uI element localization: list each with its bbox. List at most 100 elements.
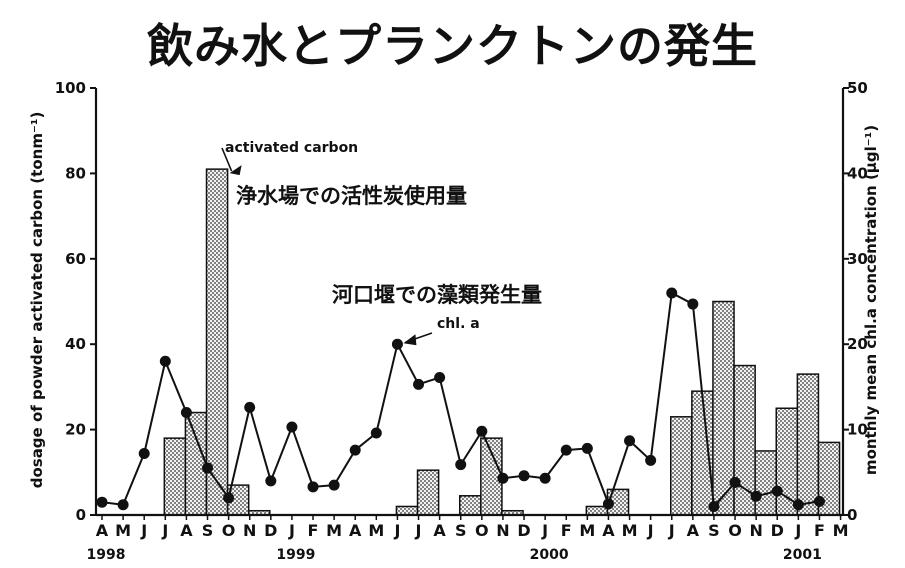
month-label: J [541,521,548,540]
month-label: J [393,521,400,540]
month-label: A [349,521,362,540]
month-label: S [455,521,467,540]
chl-point [244,401,256,413]
left-tick-label: 0 [76,506,86,524]
chl-annotation: chl. a [437,316,480,332]
chl-point [602,498,614,510]
carbon-bar [775,407,799,516]
month-label: J [647,521,654,540]
month-label: F [308,521,319,540]
carbon-annotation-arrowhead [229,165,242,176]
carbon-bar [458,495,482,516]
carbon-annotation: activated carbon [225,140,358,156]
year-label: 2001 [783,547,822,563]
chl-point [813,495,825,507]
month-label: M [833,521,849,540]
chl-point [455,459,467,471]
month-label: D [517,521,530,540]
chl-point [771,485,783,497]
month-label: O [222,521,236,540]
carbon-japanese-label: 浄水場での活性炭使用量 [236,184,467,208]
carbon-bar [691,390,714,516]
chl-point [750,490,762,502]
left-tick-label: 100 [55,79,86,97]
month-label: S [202,521,214,540]
chart-title: 飲み水とプランクトンの発生 [147,19,758,73]
carbon-bar [669,416,693,516]
month-label: A [96,521,109,540]
chl-point [645,454,657,466]
chl-point [328,479,340,491]
month-label: A [180,521,193,540]
left-tick-label: 40 [65,335,86,353]
carbon-bar [395,505,419,516]
left-tick-label: 80 [65,164,86,182]
month-label: J [415,521,422,540]
chl-point [159,355,171,367]
right-tick-label: 10 [847,421,868,439]
chl-point [666,287,678,299]
left-tick-label: 20 [65,421,86,439]
month-label: A [433,521,446,540]
chl-point [180,407,192,419]
right-tick-label: 30 [847,250,868,268]
chl-point [286,421,298,433]
chl-point [370,427,382,439]
chl-point [539,472,551,484]
month-label: F [814,521,825,540]
month-label: M [326,521,342,540]
chl-point [307,481,319,493]
carbon-bar [416,469,440,516]
month-label: J [161,521,168,540]
month-label: N [243,521,256,540]
chl-point [560,444,572,456]
month-label: A [687,521,700,540]
left-axis-title: dosage of powder activated carbon (tonm⁻… [28,112,46,489]
month-label: M [115,521,131,540]
carbon-bar [163,437,187,516]
month-label: M [368,521,384,540]
month-label: F [561,521,572,540]
chl-point [476,425,488,437]
year-label: 1998 [87,547,126,563]
chl-point [349,444,361,456]
left-tick-label: 60 [65,250,86,268]
chl-point [265,475,277,487]
month-label: S [708,521,720,540]
chl-point [138,448,150,460]
carbon-bar [754,450,778,516]
chl-point [223,492,235,504]
carbon-bar [184,411,208,516]
chl-point [729,477,741,489]
month-label: J [140,521,147,540]
month-label: D [264,521,277,540]
carbon-bar [796,373,820,516]
month-label: N [749,521,762,540]
right-tick-label: 20 [847,335,868,353]
chl-point [581,442,593,454]
chl-line [96,287,825,512]
chl-point [624,435,636,447]
chl-japanese-label: 河口堰での藻類発生量 [332,283,542,307]
month-label: N [496,521,509,540]
chl-point [413,378,425,390]
carbon-bar [585,505,609,516]
year-label: 2000 [530,547,569,563]
month-label: J [288,521,295,540]
right-tick-label: 40 [847,164,868,182]
right-tick-label: 50 [847,79,868,97]
month-label: M [622,521,638,540]
chl-point [708,500,720,512]
chl-point [202,462,214,474]
month-label: M [579,521,595,540]
chl-point [391,338,403,350]
chl-point [792,499,804,511]
month-label: J [668,521,675,540]
year-label: 1999 [276,547,315,563]
chl-point [518,470,530,482]
chl-point [117,499,129,511]
chl-annotation-arrowhead [403,334,417,346]
month-label: O [728,521,742,540]
month-label: D [771,521,784,540]
